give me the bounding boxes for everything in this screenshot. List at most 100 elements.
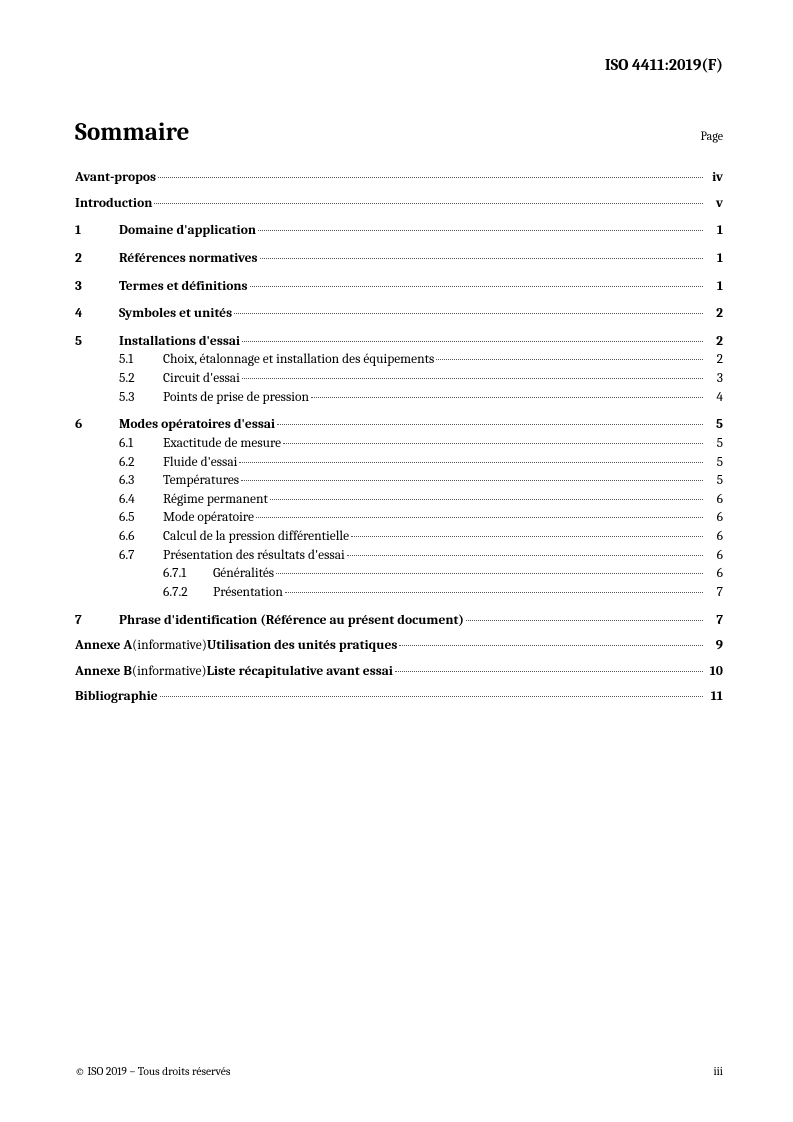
toc-entry-title: Références normatives: [119, 250, 258, 269]
toc-entry-title: Exactitude de mesure: [163, 435, 281, 454]
toc-entry: 6.1 Exactitude de mesure 5: [75, 435, 723, 454]
toc-entry-number: 3: [75, 278, 119, 297]
toc-entry-page: iv: [705, 169, 723, 188]
toc-entry-number: 6: [75, 416, 119, 435]
toc-entry-title: Symboles et unités: [119, 305, 232, 324]
toc-entry-page: 7: [705, 612, 723, 631]
toc-entry: 7 Phrase d'identification (Référence au …: [75, 612, 723, 631]
toc-entry: 5.3 Points de prise de pression 4: [75, 389, 723, 408]
toc-entry: 6.4 Régime permanent 6: [75, 491, 723, 510]
toc-entry: 2 Références normatives 1: [75, 250, 723, 269]
toc-entry-number: 1: [75, 222, 119, 241]
toc-entry: 6.6 Calcul de la pression différentielle…: [75, 528, 723, 547]
toc-leader: [270, 499, 703, 500]
toc-leader: [285, 592, 703, 593]
toc-entry: Bibliographie 11: [75, 688, 723, 707]
toc-entry-title: Installations d'essai: [119, 333, 240, 352]
toc-entry-page: 3: [705, 370, 723, 389]
toc-entry-title: Domaine d'application: [119, 222, 256, 241]
toc-entry-title: Introduction: [75, 195, 152, 214]
toc-title: Sommaire: [75, 118, 189, 147]
toc-entry-number: 6.7: [119, 547, 163, 566]
toc-leader: [283, 443, 703, 444]
toc-entry-title: Modes opératoires d'essai: [119, 416, 275, 435]
toc-leader: [436, 359, 703, 360]
toc-entry-title: Mode opératoire: [163, 509, 254, 528]
toc-entry: 6 Modes opératoires d'essai 5: [75, 416, 723, 435]
table-of-contents: Avant-propos iv Introduction v 1 Domaine…: [75, 169, 723, 707]
toc-leader: [258, 230, 703, 231]
toc-leader: [351, 536, 703, 537]
toc-entry-title: Points de prise de pression: [163, 389, 309, 408]
title-row: Sommaire Page: [75, 118, 723, 147]
toc-entry: 5.1 Choix, étalonnage et installation de…: [75, 351, 723, 370]
toc-entry-title: Régime permanent: [163, 491, 268, 510]
toc-entry-page: 9: [705, 637, 723, 656]
toc-entry-page: 2: [705, 333, 723, 352]
toc-entry-number: 6.6: [119, 528, 163, 547]
toc-entry-page: v: [705, 195, 723, 214]
toc-entry-title: Avant-propos: [75, 169, 156, 188]
annex-paren: (informative): [132, 637, 207, 656]
toc-entry-title: Présentation: [213, 584, 283, 603]
toc-entry-page: 1: [705, 250, 723, 269]
document-header: ISO 4411:2019(F): [75, 56, 723, 74]
toc-leader: [250, 286, 703, 287]
toc-entry: 6.7.2 Présentation 7: [75, 584, 723, 603]
toc-entry: 6.5 Mode opératoire 6: [75, 509, 723, 528]
toc-entry-title: Utilisation des unités pratiques: [207, 637, 398, 656]
toc-leader: [154, 203, 703, 204]
toc-leader: [241, 480, 703, 481]
toc-entry-number: 5.1: [119, 351, 163, 370]
page-number: iii: [713, 1065, 723, 1078]
page-footer: © ISO 2019 – Tous droits réservés iii: [75, 1065, 723, 1078]
toc-entry-title: Généralités: [213, 565, 274, 584]
toc-entry-page: 4: [705, 389, 723, 408]
toc-entry-page: 1: [705, 222, 723, 241]
toc-entry-number: 5.3: [119, 389, 163, 408]
toc-entry-number: 2: [75, 250, 119, 269]
toc-entry-page: 2: [705, 351, 723, 370]
toc-entry-number: 6.2: [119, 454, 163, 473]
annex-prefix: Annexe B: [75, 663, 132, 682]
toc-entry-page: 5: [705, 454, 723, 473]
toc-entry-page: 11: [705, 688, 723, 707]
toc-entry-title: Choix, étalonnage et installation des éq…: [163, 351, 434, 370]
toc-leader: [260, 258, 704, 259]
annex-prefix: Annexe A: [75, 637, 132, 656]
toc-entry-number: 5.2: [119, 370, 163, 389]
toc-leader: [466, 620, 703, 621]
toc-entry-page: 5: [705, 435, 723, 454]
toc-entry-page: 7: [705, 584, 723, 603]
toc-entry-title: Calcul de la pression différentielle: [163, 528, 349, 547]
toc-leader: [347, 555, 703, 556]
toc-entry-title: Températures: [163, 472, 239, 491]
toc-leader: [256, 517, 703, 518]
toc-leader: [242, 378, 703, 379]
toc-entry-number: 4: [75, 305, 119, 324]
toc-entry-page: 6: [705, 491, 723, 510]
toc-entry: 4 Symboles et unités 2: [75, 305, 723, 324]
toc-entry-page: 6: [705, 565, 723, 584]
toc-entry: Introduction v: [75, 195, 723, 214]
toc-entry-number: 6.1: [119, 435, 163, 454]
toc-leader: [311, 397, 703, 398]
toc-entry: 6.3 Températures 5: [75, 472, 723, 491]
toc-entry-page: 6: [705, 528, 723, 547]
toc-entry: Annexe A (informative) Utilisation des u…: [75, 637, 723, 656]
toc-leader: [395, 671, 703, 672]
toc-entry-page: 6: [705, 509, 723, 528]
toc-entry-number: 6.5: [119, 509, 163, 528]
toc-entry-page: 5: [705, 472, 723, 491]
toc-leader: [160, 696, 703, 697]
annex-paren: (informative): [132, 663, 207, 682]
toc-entry: 6.7 Présentation des résultats d'essai 6: [75, 547, 723, 566]
toc-leader: [239, 462, 703, 463]
toc-entry-number: 6.7.1: [163, 565, 213, 584]
toc-entry: Avant-propos iv: [75, 169, 723, 188]
toc-leader: [234, 313, 703, 314]
toc-leader: [277, 424, 703, 425]
toc-entry: 6.2 Fluide d'essai 5: [75, 454, 723, 473]
toc-leader: [399, 645, 703, 646]
toc-leader: [158, 177, 703, 178]
